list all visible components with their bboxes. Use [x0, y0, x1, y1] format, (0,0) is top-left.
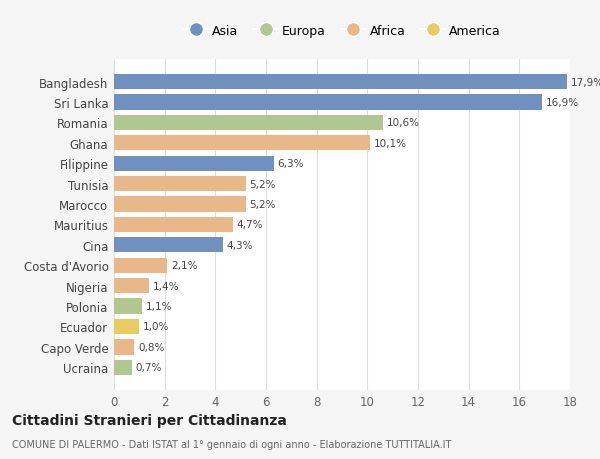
- Bar: [114, 299, 142, 314]
- Text: 1,4%: 1,4%: [153, 281, 180, 291]
- Text: 4,7%: 4,7%: [237, 220, 263, 230]
- Bar: [114, 115, 383, 131]
- Text: 10,1%: 10,1%: [374, 139, 407, 148]
- Bar: [114, 319, 139, 335]
- Text: 2,1%: 2,1%: [171, 261, 197, 271]
- Bar: [114, 156, 274, 172]
- Text: 10,6%: 10,6%: [386, 118, 419, 128]
- Bar: [114, 136, 370, 151]
- Bar: [114, 75, 568, 90]
- Bar: [114, 238, 223, 253]
- Text: 0,8%: 0,8%: [138, 342, 164, 352]
- Bar: [114, 95, 542, 110]
- Text: 17,9%: 17,9%: [571, 77, 600, 87]
- Bar: [114, 278, 149, 294]
- Legend: Asia, Europa, Africa, America: Asia, Europa, Africa, America: [178, 20, 506, 43]
- Bar: [114, 177, 246, 192]
- Bar: [114, 217, 233, 233]
- Text: 0,7%: 0,7%: [136, 363, 162, 373]
- Text: 1,1%: 1,1%: [146, 302, 172, 311]
- Bar: [114, 340, 134, 355]
- Bar: [114, 258, 167, 273]
- Text: 6,3%: 6,3%: [277, 159, 304, 169]
- Text: COMUNE DI PALERMO - Dati ISTAT al 1° gennaio di ogni anno - Elaborazione TUTTITA: COMUNE DI PALERMO - Dati ISTAT al 1° gen…: [12, 440, 451, 449]
- Bar: [114, 360, 132, 375]
- Text: 4,3%: 4,3%: [227, 241, 253, 250]
- Text: Cittadini Stranieri per Cittadinanza: Cittadini Stranieri per Cittadinanza: [12, 414, 287, 428]
- Text: 16,9%: 16,9%: [546, 98, 579, 108]
- Text: 1,0%: 1,0%: [143, 322, 170, 332]
- Text: 5,2%: 5,2%: [250, 200, 276, 209]
- Text: 5,2%: 5,2%: [250, 179, 276, 189]
- Bar: [114, 197, 246, 212]
